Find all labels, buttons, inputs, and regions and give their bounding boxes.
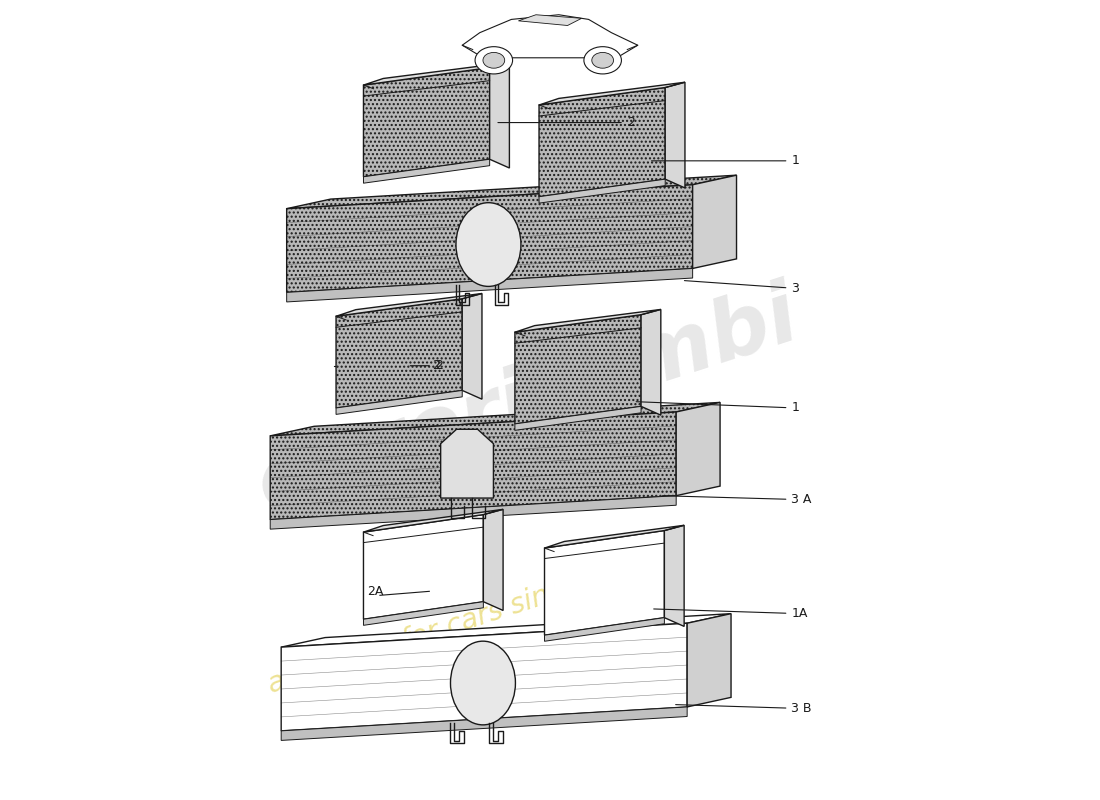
Text: 2: 2 <box>410 359 442 372</box>
Polygon shape <box>462 14 638 58</box>
Text: 3 B: 3 B <box>675 702 812 715</box>
Polygon shape <box>363 514 483 619</box>
Polygon shape <box>515 314 641 424</box>
Polygon shape <box>363 159 490 183</box>
Polygon shape <box>363 62 509 85</box>
Polygon shape <box>363 510 503 532</box>
Circle shape <box>584 46 621 74</box>
Polygon shape <box>515 406 641 430</box>
Polygon shape <box>287 269 693 302</box>
Polygon shape <box>441 430 494 498</box>
Text: 3: 3 <box>684 281 800 295</box>
Polygon shape <box>490 62 509 168</box>
Polygon shape <box>271 402 720 436</box>
Polygon shape <box>282 623 688 731</box>
Polygon shape <box>271 412 676 519</box>
Polygon shape <box>518 14 582 26</box>
Polygon shape <box>539 82 685 105</box>
Text: 2: 2 <box>432 359 440 372</box>
Polygon shape <box>336 298 462 408</box>
Text: a passion for cars since 1985: a passion for cars since 1985 <box>265 547 660 699</box>
Polygon shape <box>544 526 684 548</box>
Text: 1A: 1A <box>653 607 807 620</box>
Circle shape <box>592 53 614 68</box>
Polygon shape <box>363 67 490 177</box>
Polygon shape <box>539 87 666 197</box>
Circle shape <box>475 46 513 74</box>
Polygon shape <box>271 496 676 529</box>
Ellipse shape <box>456 202 521 286</box>
Polygon shape <box>483 510 503 610</box>
Text: 3 A: 3 A <box>662 493 812 506</box>
Polygon shape <box>539 179 666 203</box>
Polygon shape <box>287 175 737 209</box>
Circle shape <box>483 53 505 68</box>
Polygon shape <box>544 530 664 635</box>
Text: 1: 1 <box>636 402 800 414</box>
Polygon shape <box>693 175 737 269</box>
Polygon shape <box>287 185 693 292</box>
Polygon shape <box>688 614 732 707</box>
Text: euroricambi: euroricambi <box>248 274 810 526</box>
Polygon shape <box>336 294 482 316</box>
Polygon shape <box>666 82 685 188</box>
Text: 1: 1 <box>651 154 800 167</box>
Ellipse shape <box>451 641 516 725</box>
Text: 2A: 2A <box>366 585 383 598</box>
Polygon shape <box>676 402 720 496</box>
Polygon shape <box>462 294 482 399</box>
Polygon shape <box>282 707 688 741</box>
Polygon shape <box>336 390 462 414</box>
Polygon shape <box>515 310 661 332</box>
Polygon shape <box>282 614 732 647</box>
Text: 2: 2 <box>498 116 635 129</box>
Polygon shape <box>363 602 483 626</box>
Polygon shape <box>544 618 664 642</box>
Polygon shape <box>641 310 661 415</box>
Polygon shape <box>664 526 684 626</box>
